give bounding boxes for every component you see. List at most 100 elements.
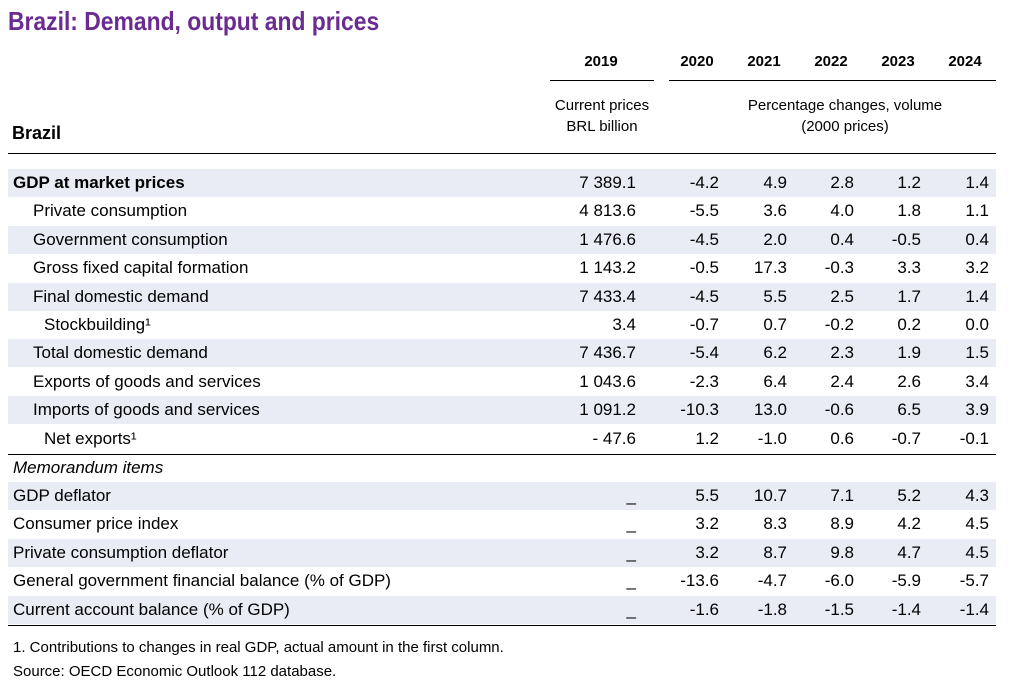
cell-2022: -0.3 <box>824 258 854 278</box>
cell-2020: -1.6 <box>689 599 719 619</box>
cell-2023: 1.9 <box>897 343 921 363</box>
cell-2024: 1.4 <box>965 173 989 192</box>
table-row: Consumer price index _ 3.2 8.3 8.9 4.2 4.5 <box>8 510 996 538</box>
cell-2024: 4.5 <box>965 542 989 562</box>
row-label: General government financial balance (% … <box>13 571 391 591</box>
cell-2024: -1.4 <box>959 599 989 619</box>
cell-2023: 1.7 <box>897 286 921 306</box>
cell-2019: - 47.6 <box>592 428 636 448</box>
table-row: Gross fixed capital formation 1 143.2 -0.5… <box>8 254 996 282</box>
row-label: Total domestic demand <box>33 343 208 363</box>
cell-2022: 2.5 <box>830 286 854 306</box>
cell-2021: -1.0 <box>757 428 787 448</box>
cell-2021: 4.9 <box>763 173 787 192</box>
cell-2021: -4.7 <box>757 571 787 591</box>
subheader-left-line2: BRL billion <box>566 118 638 135</box>
subheader-percentage-changes: Percentage changes, volume (2000 prices) <box>700 95 990 137</box>
year-header-2019: 2019 <box>584 53 618 70</box>
cell-2019: 7 433.4 <box>579 286 636 306</box>
cell-2019: _ <box>626 542 636 562</box>
row-label: Consumer price index <box>13 514 179 534</box>
cell-2024: -5.7 <box>959 571 989 591</box>
cell-2021: 3.6 <box>763 201 787 221</box>
cell-2020: -4.2 <box>689 173 719 192</box>
cell-2023: -0.7 <box>891 428 921 448</box>
year-header-2023: 2023 <box>881 53 915 70</box>
cell-2022: 9.8 <box>830 542 854 562</box>
table-row: Exports of goods and services 1 043.6 -2.3… <box>8 368 996 396</box>
cell-2020: -0.7 <box>689 315 719 334</box>
cell-2021: 8.3 <box>763 514 787 534</box>
cell-2023: 0.2 <box>897 315 921 334</box>
cell-2023: 4.2 <box>897 514 921 534</box>
cell-2022: 8.9 <box>830 514 854 534</box>
cell-2020: -13.6 <box>680 571 719 591</box>
table-row: Net exports¹ - 47.6 1.2 -1.0 0.6 -0.7 -0.1 <box>8 425 996 453</box>
cell-2024: 3.9 <box>965 400 989 420</box>
row-label: Exports of goods and services <box>33 371 261 391</box>
header-rule <box>8 153 996 154</box>
year-underline-2019 <box>550 80 654 81</box>
row-label: Imports of goods and services <box>33 400 260 420</box>
cell-2022: 0.6 <box>830 428 854 448</box>
cell-2020: -2.3 <box>689 371 719 391</box>
cell-2021: 10.7 <box>753 486 787 505</box>
table-row: Current account balance (% of GDP) _ -1.6 -… <box>8 595 996 624</box>
subheader-right-line1: Percentage changes, volume <box>747 97 943 114</box>
cell-2024: -0.1 <box>959 428 989 448</box>
cell-2020: -4.5 <box>689 286 719 306</box>
table-row: General government financial balance (% … <box>8 567 996 595</box>
year-header-2022: 2022 <box>814 53 848 70</box>
memo-label: Memorandum items <box>13 458 164 477</box>
cell-2023: -1.4 <box>891 599 921 619</box>
cell-2021: 5.5 <box>763 286 787 306</box>
cell-2022: 2.4 <box>830 371 854 391</box>
cell-2024: 3.2 <box>965 258 989 278</box>
row-label: Private consumption deflator <box>13 542 229 562</box>
table-row: Imports of goods and services 1 091.2 -10.… <box>8 396 996 425</box>
cell-2022: -0.2 <box>824 315 854 334</box>
page-title: Brazil: Demand, output and prices <box>8 6 380 36</box>
cell-2019: 1 476.6 <box>579 229 636 249</box>
row-label: GDP at market prices <box>13 173 185 192</box>
cell-2021: 8.7 <box>763 542 787 562</box>
year-header-2020: 2020 <box>680 53 714 70</box>
cell-2019: _ <box>626 486 636 505</box>
cell-2019: 1 043.6 <box>579 371 636 391</box>
cell-2022: -0.6 <box>824 400 854 420</box>
year-header-2021: 2021 <box>747 53 781 70</box>
subheader-current-prices: Current prices BRL billion <box>540 95 664 137</box>
memo-rule <box>8 454 996 455</box>
table-row: Final domestic demand 7 433.4 -4.5 5.5 2.5 1.… <box>8 282 996 311</box>
row-label: Stockbuilding¹ <box>44 315 151 334</box>
cell-2019: 7 389.1 <box>579 173 636 192</box>
cell-2022: -1.5 <box>824 599 854 619</box>
cell-2023: 5.2 <box>897 486 921 505</box>
table-row: Government consumption 1 476.6 -4.5 2.0 0.4 -… <box>8 225 996 254</box>
cell-2023: 1.2 <box>897 173 921 192</box>
cell-2019: 4 813.6 <box>579 201 636 221</box>
subheader-left-line1: Current prices <box>554 97 650 114</box>
row-label: Private consumption <box>33 201 188 221</box>
cell-2022: 7.1 <box>830 486 854 505</box>
row-label: Gross fixed capital formation <box>33 258 249 278</box>
cell-2020: -5.5 <box>689 201 719 221</box>
cell-2024: 0.0 <box>965 315 989 334</box>
year-header-2024: 2024 <box>948 53 982 70</box>
footnote-1: 1. Contributions to changes in real GDP,… <box>13 639 504 656</box>
cell-2019: _ <box>626 599 636 619</box>
cell-2021: 0.7 <box>763 315 787 334</box>
row-label: Current account balance (% of GDP) <box>13 599 290 619</box>
cell-2020: -0.5 <box>689 258 719 278</box>
cell-2021: -1.8 <box>757 599 787 619</box>
cell-2024: 1.5 <box>965 343 989 363</box>
cell-2024: 0.4 <box>965 229 989 249</box>
cell-2019: 1 143.2 <box>579 258 636 278</box>
footnote-source: Source: OECD Economic Outlook 112 databa… <box>13 663 337 680</box>
cell-2020: 5.5 <box>695 486 719 505</box>
cell-2020: 3.2 <box>695 514 719 534</box>
cell-2022: 4.0 <box>830 201 854 221</box>
bottom-rule <box>8 625 996 626</box>
cell-2022: -6.0 <box>824 571 854 591</box>
cell-2023: 2.6 <box>897 371 921 391</box>
